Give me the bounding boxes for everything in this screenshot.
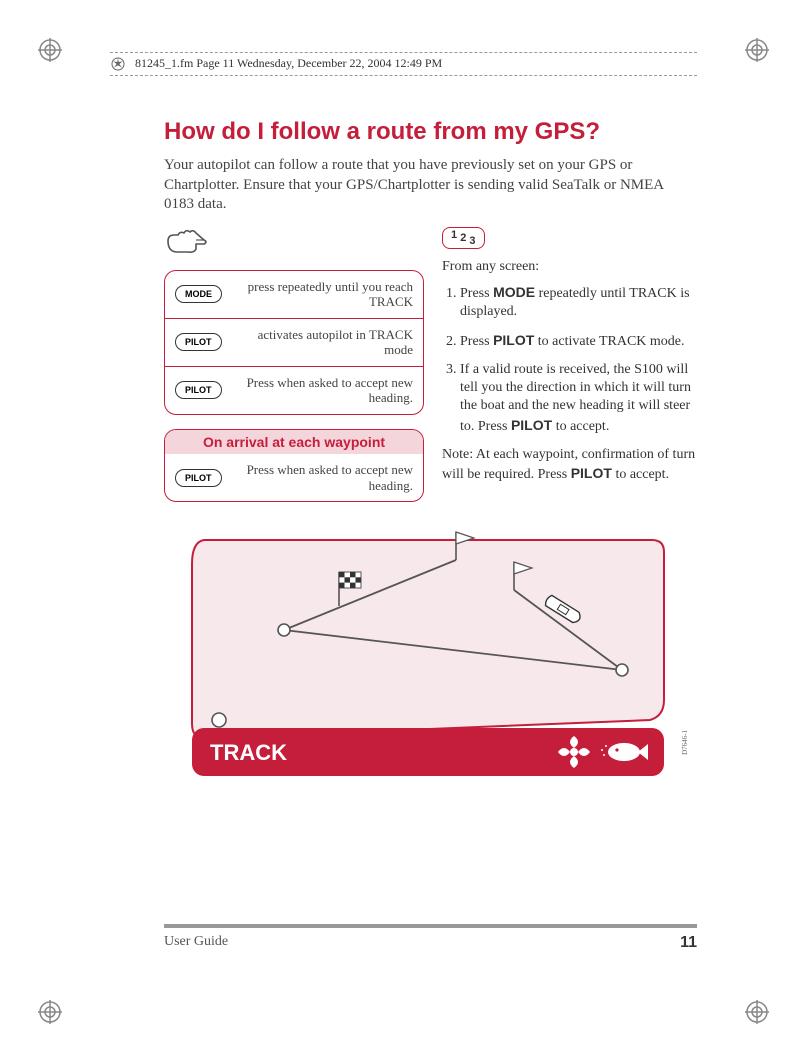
quick-steps-box: MODE press repeatedly until you reach TR…	[164, 270, 424, 416]
footer-left: User Guide	[164, 934, 228, 952]
step-text: Press when asked to accept new heading.	[230, 375, 414, 406]
registration-mark-icon	[745, 1000, 769, 1024]
page-footer: User Guide 11	[164, 924, 697, 952]
page-number: 11	[680, 934, 697, 952]
lead-text: From any screen:	[442, 259, 697, 275]
note-text: Note: At each waypoint, confirmation of …	[442, 446, 697, 484]
pilot-button-pill: PILOT	[175, 381, 222, 399]
header-text: 81245_1.fm Page 11 Wednesday, December 2…	[135, 56, 442, 70]
left-column: MODE press repeatedly until you reach TR…	[164, 227, 424, 503]
step-row: MODE press repeatedly until you reach TR…	[165, 271, 423, 318]
track-label: TRACK	[210, 740, 287, 765]
list-item: Press MODE repeatedly until TRACK is dis…	[460, 283, 697, 321]
registration-mark-icon	[745, 38, 769, 62]
diagram-ref: D7646-1	[681, 730, 689, 755]
mode-button-pill: MODE	[175, 285, 222, 303]
waypoint-header: On arrival at each waypoint	[165, 430, 423, 454]
step-row: PILOT Press when asked to accept new hea…	[165, 454, 423, 501]
pointing-hand-icon	[164, 227, 424, 262]
step-number-badge: 1 2 3	[442, 227, 485, 249]
waypoint-box: On arrival at each waypoint PILOT Press …	[164, 429, 424, 502]
registration-mark-icon	[38, 1000, 62, 1024]
step-row: PILOT Press when asked to accept new hea…	[165, 366, 423, 414]
right-column: 1 2 3 From any screen: Press MODE repeat…	[442, 227, 697, 503]
intro-text: Your autopilot can follow a route that y…	[164, 156, 697, 215]
pilot-button-pill: PILOT	[175, 333, 222, 351]
list-item: Press PILOT to activate TRACK mode.	[460, 331, 697, 351]
step-row: PILOT activates autopilot in TRACK mode	[165, 318, 423, 366]
pilot-button-pill: PILOT	[175, 469, 222, 487]
page-body: How do I follow a route from my GPS? You…	[164, 118, 697, 952]
numbered-steps: Press MODE repeatedly until TRACK is dis…	[442, 283, 697, 436]
step-text: press repeatedly until you reach TRACK	[230, 279, 413, 310]
step-text: Press when asked to accept new heading.	[230, 462, 414, 493]
track-diagram: TRACK D7646-1	[164, 520, 697, 785]
registration-mark-icon	[38, 38, 62, 62]
step-text: activates autopilot in TRACK mode	[230, 327, 414, 358]
list-item: If a valid route is received, the S100 w…	[460, 361, 697, 436]
framemaker-header: 81245_1.fm Page 11 Wednesday, December 2…	[110, 52, 697, 76]
page-title: How do I follow a route from my GPS?	[164, 118, 697, 146]
